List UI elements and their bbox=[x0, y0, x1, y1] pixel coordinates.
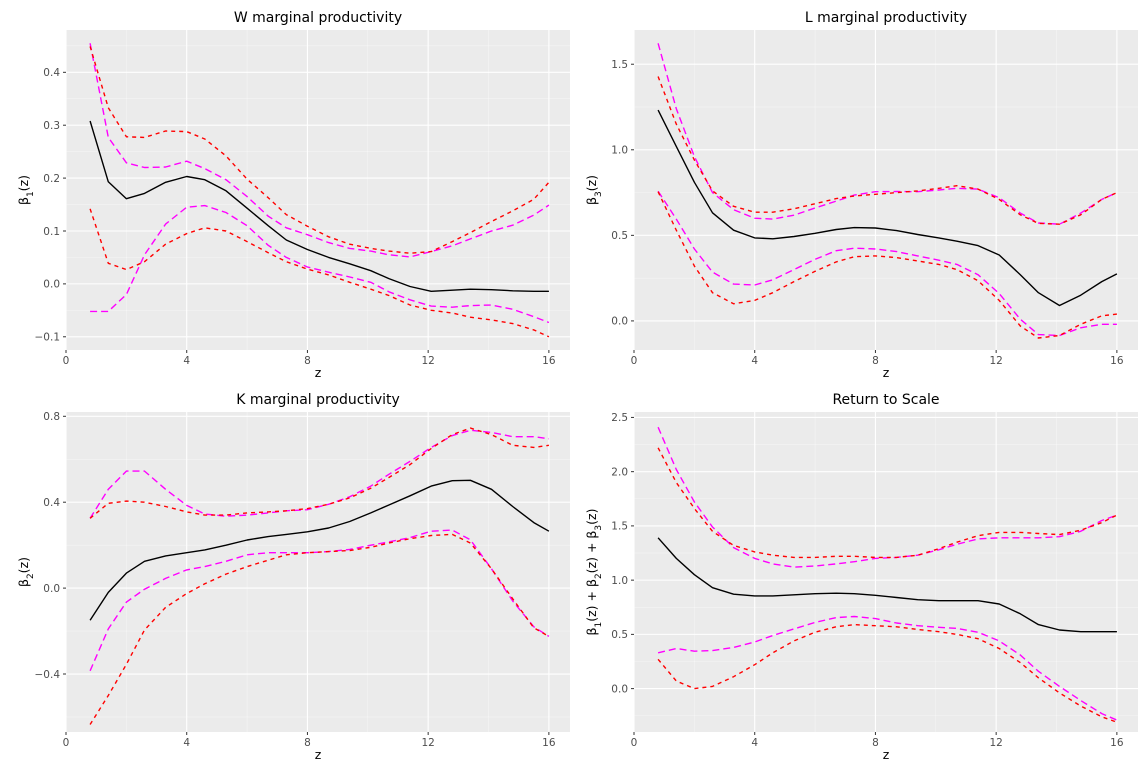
y-axis-label-part: (z) bbox=[584, 175, 599, 191]
series-line-magenta-dash-2 bbox=[657, 615, 1118, 721]
x-tick-label: 12 bbox=[989, 355, 1002, 367]
y-axis-label-part: β bbox=[16, 579, 31, 587]
y-tick-label: 0.0 bbox=[611, 683, 628, 695]
chart-w-marginal-productivity: 0 4 8 12 16 −0.1 0.0 0.1 0.2 0.3 0.4 W marginal pro… bbox=[16, 10, 570, 380]
chart-title: K marginal productivity bbox=[236, 392, 400, 408]
x-tick-label: 16 bbox=[1110, 355, 1124, 367]
y-tick-label: 0.4 bbox=[43, 497, 60, 509]
y-tick-label: 0.8 bbox=[43, 411, 60, 423]
chart-l-marginal-productivity: 0 4 8 12 16 0.0 0.5 1.0 1.5 L marginal productivi… bbox=[584, 10, 1138, 380]
series-line-red-dash-4 bbox=[89, 208, 550, 338]
chart-w-marginal-productivity-panel bbox=[66, 30, 570, 350]
y-axis-label: β1(z) bbox=[16, 175, 36, 205]
x-tick-label: 0 bbox=[63, 737, 70, 749]
x-axis-label: z bbox=[315, 365, 322, 380]
y-tick-label: 1.0 bbox=[611, 145, 628, 157]
series-line-red-dash-3 bbox=[89, 46, 550, 254]
x-tick-label: 4 bbox=[183, 355, 190, 367]
y-axis-label: β3(z) bbox=[584, 175, 604, 205]
y-tick-label: 2.0 bbox=[611, 466, 628, 478]
x-tick-label: 16 bbox=[542, 355, 556, 367]
series-line-black-solid-0 bbox=[657, 109, 1118, 307]
y-axis-label: β1(z) + β2(z) + β3(z) bbox=[584, 509, 604, 636]
series-line-black-solid-0 bbox=[89, 479, 550, 621]
x-tick-label: 0 bbox=[631, 355, 638, 367]
x-tick-label: 16 bbox=[1110, 737, 1124, 749]
x-tick-label: 4 bbox=[751, 737, 758, 749]
y-tick-label: 0.1 bbox=[43, 226, 60, 238]
y-tick-label: 0.4 bbox=[43, 67, 60, 79]
y-tick-label: 1.5 bbox=[611, 59, 628, 71]
series-line-magenta-dash-1 bbox=[89, 43, 550, 258]
y-axis-label-part: (z) + β bbox=[584, 531, 599, 574]
series-line-black-solid-0 bbox=[657, 537, 1117, 633]
y-tick-label: 1.0 bbox=[611, 575, 628, 587]
series-line-red-dash-3 bbox=[657, 76, 1118, 225]
x-tick-label: 4 bbox=[751, 355, 758, 367]
x-tick-label: 4 bbox=[183, 737, 190, 749]
y-axis-label-part: (z) + β bbox=[584, 579, 599, 622]
y-tick-label: 0.5 bbox=[611, 629, 628, 641]
x-tick-label: 12 bbox=[421, 355, 434, 367]
y-axis-label-subscript: 2 bbox=[594, 573, 604, 579]
chart-k-marginal-productivity-panel bbox=[66, 412, 570, 732]
series-line-black-solid-0 bbox=[89, 120, 549, 292]
chart-k-marginal-productivity: 0 4 8 12 16 −0.4 0.0 0.4 0.8 K marginal productiv… bbox=[16, 392, 570, 762]
y-axis-label-subscript: 3 bbox=[594, 525, 604, 531]
y-tick-label: −0.4 bbox=[35, 669, 61, 681]
y-tick-label: 0.5 bbox=[611, 230, 628, 242]
y-axis-label-subscript: 3 bbox=[594, 191, 604, 197]
y-tick-label: 0.0 bbox=[43, 583, 60, 595]
y-tick-label: 1.5 bbox=[611, 521, 628, 533]
x-axis-label: z bbox=[883, 747, 890, 762]
series-line-red-dash-3 bbox=[89, 427, 549, 519]
x-tick-label: 8 bbox=[872, 355, 879, 367]
x-tick-label: 8 bbox=[304, 737, 311, 749]
x-axis-label: z bbox=[315, 747, 322, 762]
chart-return-to-scale-panel bbox=[634, 412, 1138, 732]
x-tick-label: 8 bbox=[872, 737, 879, 749]
y-axis-label-part: (z) bbox=[16, 175, 31, 191]
x-tick-label: 12 bbox=[421, 737, 434, 749]
x-tick-label: 0 bbox=[63, 355, 70, 367]
x-tick-label: 12 bbox=[989, 737, 1002, 749]
y-tick-label: 0.0 bbox=[43, 279, 60, 291]
x-tick-label: 8 bbox=[304, 355, 311, 367]
y-axis-label: β2(z) bbox=[16, 557, 36, 587]
series-line-red-dash-4 bbox=[89, 533, 550, 725]
x-tick-label: 16 bbox=[542, 737, 556, 749]
series-line-magenta-dash-2 bbox=[657, 190, 1117, 337]
y-tick-label: −0.1 bbox=[35, 332, 61, 344]
series-line-magenta-dash-1 bbox=[657, 426, 1118, 568]
y-tick-label: 0.2 bbox=[43, 173, 60, 185]
x-tick-label: 0 bbox=[631, 737, 638, 749]
series-line-magenta-dash-2 bbox=[90, 204, 550, 324]
y-axis-label-part: β bbox=[584, 627, 599, 635]
y-tick-label: 0.0 bbox=[611, 316, 628, 328]
series-line-red-dash-3 bbox=[657, 447, 1118, 559]
y-tick-label: 0.3 bbox=[43, 120, 60, 132]
y-axis-label-subscript: 2 bbox=[26, 573, 36, 579]
x-axis-label: z bbox=[883, 365, 890, 380]
y-axis-label-part: β bbox=[584, 197, 599, 205]
chart-l-marginal-productivity-panel bbox=[634, 30, 1138, 350]
y-axis-label-subscript: 1 bbox=[26, 191, 36, 197]
y-tick-label: 2.5 bbox=[611, 412, 628, 424]
y-axis-label-subscript: 1 bbox=[594, 622, 604, 628]
chart-title: L marginal productivity bbox=[805, 10, 967, 26]
y-axis-label-part: (z) bbox=[16, 557, 31, 573]
y-axis-label-part: (z) bbox=[584, 509, 599, 525]
chart-title: W marginal productivity bbox=[234, 10, 402, 26]
chart-title: Return to Scale bbox=[832, 392, 939, 408]
y-axis-label-part: β bbox=[16, 197, 31, 205]
